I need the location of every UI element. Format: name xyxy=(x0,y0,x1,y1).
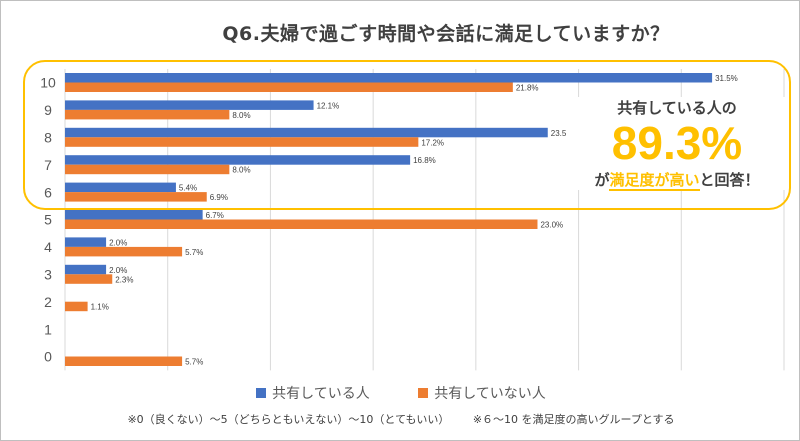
legend-item-not-sharing: 共有していない人 xyxy=(418,383,546,403)
bar-sharing xyxy=(65,264,107,275)
callout-highlight: 満足度が高い xyxy=(609,170,700,191)
legend-swatch-orange xyxy=(418,388,429,398)
bar-not-sharing xyxy=(65,82,513,92)
category-label: 7 xyxy=(44,157,52,173)
data-label: 23.0% xyxy=(540,221,563,230)
data-label: 31.5% xyxy=(715,74,738,83)
bar-not-sharing xyxy=(65,164,230,175)
category-label: 0 xyxy=(44,349,52,365)
legend-label-sharing: 共有している人 xyxy=(272,386,370,402)
data-label: 21.8% xyxy=(516,84,539,93)
bar-sharing xyxy=(65,182,176,193)
footnote: ※0（良くない）～5（どちらともいえない）～10（とてもいい） ※６～10 を満… xyxy=(1,411,799,427)
bar-sharing xyxy=(65,127,548,138)
data-label: 23.5% xyxy=(551,129,574,138)
callout-line1: 共有している人の xyxy=(617,99,737,117)
bar-sharing xyxy=(65,73,713,83)
callout-line3: が満足度が高いと回答！ xyxy=(566,169,788,191)
data-label: 5.7% xyxy=(185,248,203,257)
bar-sharing xyxy=(65,237,107,247)
data-label: 6.9% xyxy=(210,193,228,202)
data-label: 12.1% xyxy=(317,101,340,110)
footnote-group: ※６～10 を満足度の高いグループとする xyxy=(472,413,675,426)
data-label: 2.3% xyxy=(115,275,133,284)
bar-not-sharing xyxy=(65,246,183,257)
data-label: 5.4% xyxy=(179,184,197,193)
data-label: 17.2% xyxy=(421,138,444,147)
chart-legend: 共有している人 共有していない人 xyxy=(1,383,799,403)
category-label: 2 xyxy=(44,294,52,310)
bar-not-sharing xyxy=(65,274,113,284)
callout-pre: が xyxy=(594,170,610,189)
summary-callout: 共有している人の 89.3% が満足度が高いと回答！ xyxy=(566,97,788,191)
bar-sharing xyxy=(65,210,203,220)
data-label: 8.0% xyxy=(232,166,250,175)
category-label: 3 xyxy=(44,267,52,283)
category-label: 1 xyxy=(44,321,52,337)
data-label: 5.7% xyxy=(185,358,203,367)
bar-not-sharing xyxy=(65,356,183,366)
bar-not-sharing xyxy=(65,137,419,147)
category-label: 6 xyxy=(44,184,52,200)
legend-item-sharing: 共有している人 xyxy=(256,383,370,403)
legend-label-not-sharing: 共有していない人 xyxy=(434,386,546,402)
category-label: 9 xyxy=(44,102,52,118)
data-label: 16.8% xyxy=(413,156,436,165)
footnote-scale: ※0（良くない）～5（どちらともいえない）～10（とてもいい） xyxy=(127,413,450,426)
category-label: 8 xyxy=(44,130,52,146)
bar-not-sharing xyxy=(65,109,230,120)
high-satisfaction-highlight xyxy=(23,60,791,210)
data-label: 2.0% xyxy=(109,238,127,247)
callout-percentage: 89.3% xyxy=(611,117,743,169)
bar-not-sharing xyxy=(65,192,207,202)
category-label: 4 xyxy=(44,239,52,255)
callout-post: と回答！ xyxy=(699,170,760,189)
bar-not-sharing xyxy=(65,301,88,312)
data-label: 8.0% xyxy=(232,111,250,120)
data-label: 2.0% xyxy=(109,266,127,275)
bar-sharing xyxy=(65,155,411,165)
data-label: 1.1% xyxy=(91,303,109,312)
legend-swatch-blue xyxy=(256,388,267,398)
category-label: 5 xyxy=(44,212,52,228)
chart-title: Q6.夫婦で過ごす時間や会話に満足していますか？ xyxy=(222,23,670,45)
bar-not-sharing xyxy=(65,219,538,229)
data-label: 6.7% xyxy=(206,211,224,220)
bar-sharing xyxy=(65,100,314,110)
